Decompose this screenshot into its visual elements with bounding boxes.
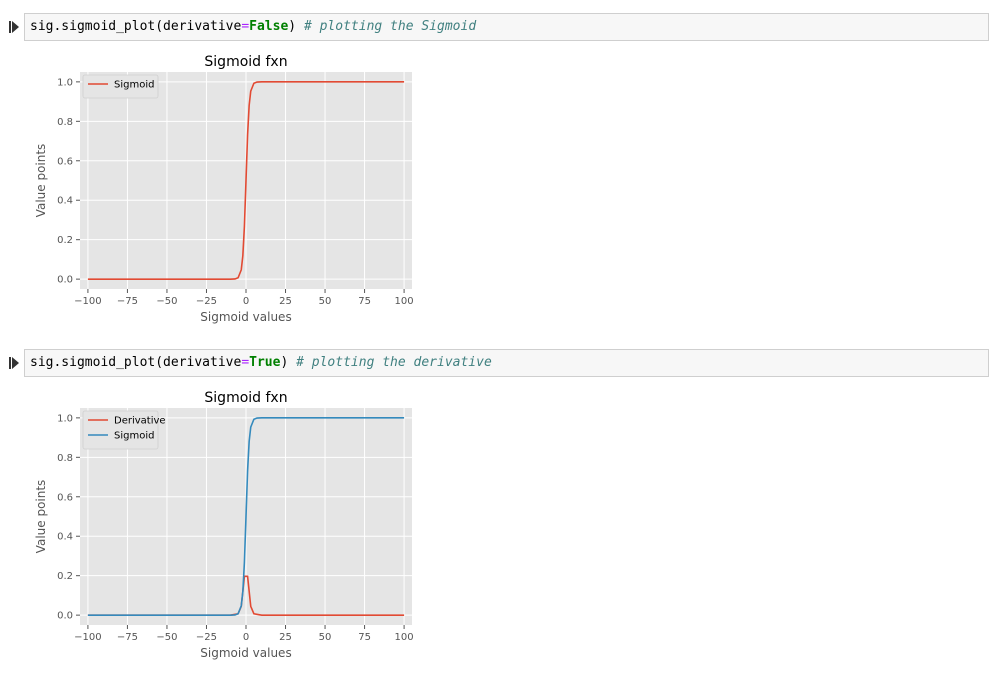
x-tick-label: −75 (117, 632, 138, 643)
x-tick-label: 0 (243, 632, 249, 643)
code-operator: = (241, 19, 250, 34)
x-tick-label: 50 (319, 296, 332, 307)
y-tick-label: 0.8 (57, 117, 73, 128)
code-text: sig.sigmoid_plot(derivative (30, 19, 242, 34)
code-operator: = (241, 355, 250, 370)
x-tick-label: −50 (156, 296, 177, 307)
x-axis-label: Sigmoid values (200, 646, 291, 660)
y-tick-label: 1.0 (57, 77, 73, 88)
x-tick-label: 25 (279, 296, 292, 307)
y-tick-label: 0.8 (57, 453, 73, 464)
y-axis-label: Value points (34, 480, 48, 554)
x-tick-label: −25 (196, 632, 217, 643)
x-tick-label: 50 (319, 632, 332, 643)
code-text: sig.sigmoid_plot(derivative (30, 355, 242, 370)
legend-label: Derivative (114, 416, 166, 427)
y-tick-label: 0.2 (57, 571, 73, 582)
code-comment: # plotting the Sigmoid (303, 19, 477, 34)
chart-title: Sigmoid fxn (204, 390, 287, 406)
y-axis-label: Value points (34, 144, 48, 218)
y-tick-label: 1.0 (57, 413, 73, 424)
y-tick-label: 0.2 (57, 235, 73, 246)
run-cell-icon[interactable] (9, 357, 19, 369)
x-tick-label: −100 (74, 632, 101, 643)
x-tick-label: 25 (279, 632, 292, 643)
code-text-suffix: ) (288, 19, 304, 34)
chart-title: Sigmoid fxn (204, 54, 287, 70)
code-comment: # plotting the derivative (296, 355, 492, 370)
legend-box (82, 74, 159, 99)
x-tick-label: 100 (395, 632, 414, 643)
x-tick-label: −25 (196, 296, 217, 307)
y-tick-label: 0.0 (57, 611, 73, 622)
x-tick-label: 0 (243, 296, 249, 307)
x-tick-label: −50 (156, 632, 177, 643)
code-cell-1[interactable]: sig.sigmoid_plot(derivative=False) # plo… (24, 13, 989, 41)
series-line-sigmoid (87, 417, 405, 616)
x-tick-label: 75 (358, 632, 371, 643)
x-tick-label: 100 (395, 296, 414, 307)
series-line-sigmoid (87, 81, 405, 280)
sigmoid-chart: −100 −75 −50 −25 0 25 50 75 100 0.0 0.2 0.4 0.6 0.8 1.… (34, 54, 414, 324)
code-cell-2[interactable]: sig.sigmoid_plot(derivative=True) # plot… (24, 349, 989, 377)
x-tick-label: −100 (74, 296, 101, 307)
y-tick-label: 0.0 (57, 275, 73, 286)
run-cell-icon[interactable] (9, 21, 19, 33)
x-tick-label: −75 (117, 296, 138, 307)
y-tick-label: 0.4 (57, 196, 73, 207)
code-text-suffix: ) (280, 355, 297, 370)
legend-label: Sigmoid (114, 431, 154, 442)
sigmoid-derivative-chart: −100 −75 −50 −25 0 25 50 75 100 0.0 0.2 0.4 0.6 0.8 1.… (34, 390, 414, 660)
y-tick-label: 0.4 (57, 532, 73, 543)
y-tick-label: 0.6 (57, 156, 73, 167)
x-tick-label: 75 (358, 296, 371, 307)
code-keyword: False (249, 19, 289, 34)
y-tick-label: 0.6 (57, 492, 73, 503)
code-keyword: True (249, 355, 281, 370)
legend-label: Sigmoid (114, 80, 154, 91)
x-axis-label: Sigmoid values (200, 310, 291, 324)
